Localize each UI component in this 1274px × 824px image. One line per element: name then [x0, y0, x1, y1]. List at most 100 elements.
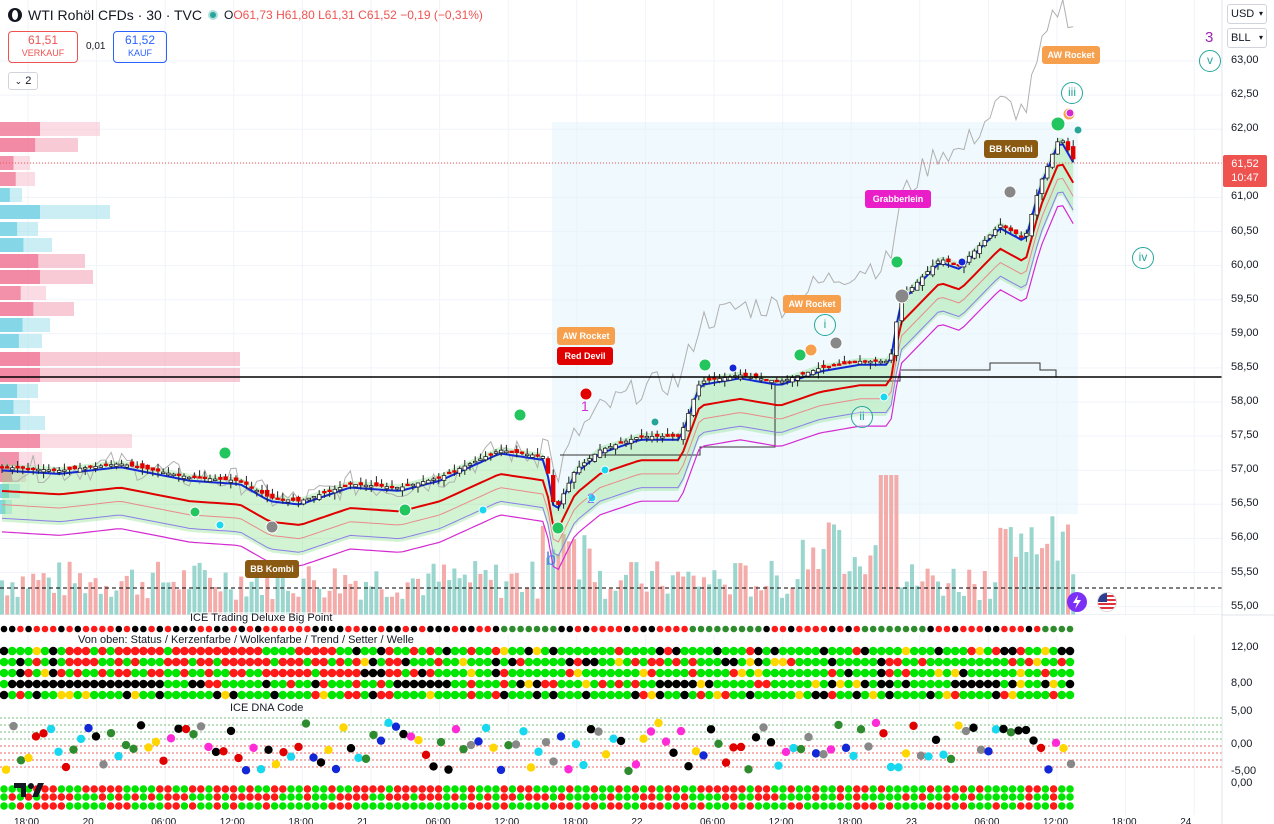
- indicator-collapse-button[interactable]: ⌄ 2: [8, 72, 38, 90]
- bottom-dot: [467, 785, 476, 793]
- bottom-dot: [115, 802, 123, 810]
- symbol-header[interactable]: WTI Rohöl CFDs · 30 · TVC OO61,73 H61,80…: [8, 6, 483, 24]
- volume-profile-bar: [0, 122, 40, 136]
- candle-body: [790, 377, 795, 383]
- candle-body: [10, 467, 15, 471]
- bottom-dot: [434, 785, 443, 793]
- volume-bar: [249, 581, 254, 615]
- status-dot: [401, 668, 411, 678]
- candle-body: [311, 496, 317, 499]
- bottom-dot: [57, 793, 66, 801]
- bottom-dot: [1025, 793, 1033, 801]
- bottom-dot: [828, 802, 836, 810]
- status-dot: [540, 679, 550, 689]
- status-dot: [491, 679, 501, 689]
- candle-body: [691, 398, 696, 416]
- volume-bar: [358, 599, 363, 615]
- volume-bar: [930, 575, 935, 615]
- big-point-dot: [427, 625, 434, 633]
- bottom-dot: [98, 793, 107, 801]
- candle-body: [779, 380, 785, 384]
- volume-bar: [566, 541, 571, 615]
- unit-select[interactable]: BLL ▾: [1227, 28, 1267, 48]
- status-dot: [1008, 668, 1017, 678]
- status-dot: [770, 668, 780, 678]
- big-point-dot: [541, 625, 549, 633]
- bottom-dot: [123, 785, 131, 793]
- candle-body: [176, 473, 181, 476]
- dna-dot: [106, 728, 116, 738]
- status-dot: [893, 668, 903, 678]
- flash-icon[interactable]: [1067, 592, 1087, 612]
- status-dot: [171, 657, 181, 667]
- status-dot: [475, 646, 484, 656]
- big-point-dot: [41, 625, 49, 633]
- status-dot: [672, 646, 681, 656]
- dna-dot: [684, 762, 693, 771]
- status-dot: [614, 679, 624, 689]
- status-dot: [983, 679, 993, 689]
- bottom-dot: [557, 802, 566, 810]
- symbol-title[interactable]: WTI Rohöl CFDs · 30 · TVC: [28, 7, 202, 23]
- volume-bar: [332, 568, 337, 615]
- volume-bar: [525, 587, 530, 615]
- volume-profile-bar: [0, 188, 10, 202]
- status-dot: [237, 690, 247, 700]
- dna-dot: [511, 740, 521, 749]
- status-dot: [1041, 679, 1050, 689]
- status-dot: [655, 690, 665, 700]
- candle-body: [582, 462, 587, 467]
- volume-bar: [598, 570, 602, 615]
- bottom-dot: [426, 802, 435, 810]
- bottom-dot: [894, 785, 902, 793]
- status-dot: [1016, 679, 1026, 689]
- big-point-dot: [49, 625, 57, 633]
- volume-bar: [759, 590, 764, 615]
- tv-logo-icon[interactable]: [12, 780, 46, 800]
- candle-body: [254, 489, 259, 493]
- bottom-dot: [74, 802, 82, 810]
- volume-bar: [374, 571, 379, 615]
- status-dot: [901, 668, 911, 678]
- candle-body: [405, 483, 410, 487]
- status-dot: [417, 668, 427, 678]
- status-dot: [901, 657, 911, 667]
- candle-body: [228, 479, 233, 483]
- bottom-dot: [262, 785, 271, 793]
- bottom-dot: [746, 793, 754, 801]
- volume-bar: [1024, 551, 1029, 615]
- status-dot: [918, 679, 927, 689]
- status-dot: [1049, 646, 1058, 656]
- status-dot: [368, 690, 378, 700]
- status-dot: [360, 646, 370, 656]
- status-dot: [622, 679, 632, 689]
- status-dot: [991, 646, 1001, 656]
- volume-bar: [873, 545, 878, 615]
- bottom-dot: [426, 793, 435, 801]
- bottom-dot: [959, 793, 968, 801]
- status-dot: [663, 679, 673, 689]
- price-axis-label: 62,00: [1231, 122, 1259, 135]
- volume-bar: [1066, 524, 1070, 615]
- sell-button[interactable]: 61,51 VERKAUF: [8, 31, 78, 63]
- status-dot: [868, 668, 878, 678]
- big-point-dot: [632, 625, 639, 633]
- bottom-dot: [967, 785, 976, 793]
- status-dot: [352, 679, 361, 689]
- status-dot: [286, 657, 296, 667]
- status-dot: [950, 668, 960, 678]
- status-dot: [16, 646, 25, 656]
- currency-select[interactable]: USD ▾: [1227, 4, 1267, 24]
- us-flag-icon[interactable]: [1097, 592, 1117, 612]
- wave-1-label: 1: [581, 398, 589, 414]
- status-dot: [155, 668, 165, 678]
- buy-button[interactable]: 61,52 KAUF: [113, 31, 167, 63]
- dna-dot: [991, 725, 1001, 734]
- big-point-dot: [886, 625, 893, 633]
- status-dot: [1049, 690, 1058, 700]
- status-dot: [737, 657, 747, 667]
- status-dot: [7, 668, 17, 678]
- bottom-dot: [566, 785, 574, 793]
- volume-bar: [254, 576, 259, 615]
